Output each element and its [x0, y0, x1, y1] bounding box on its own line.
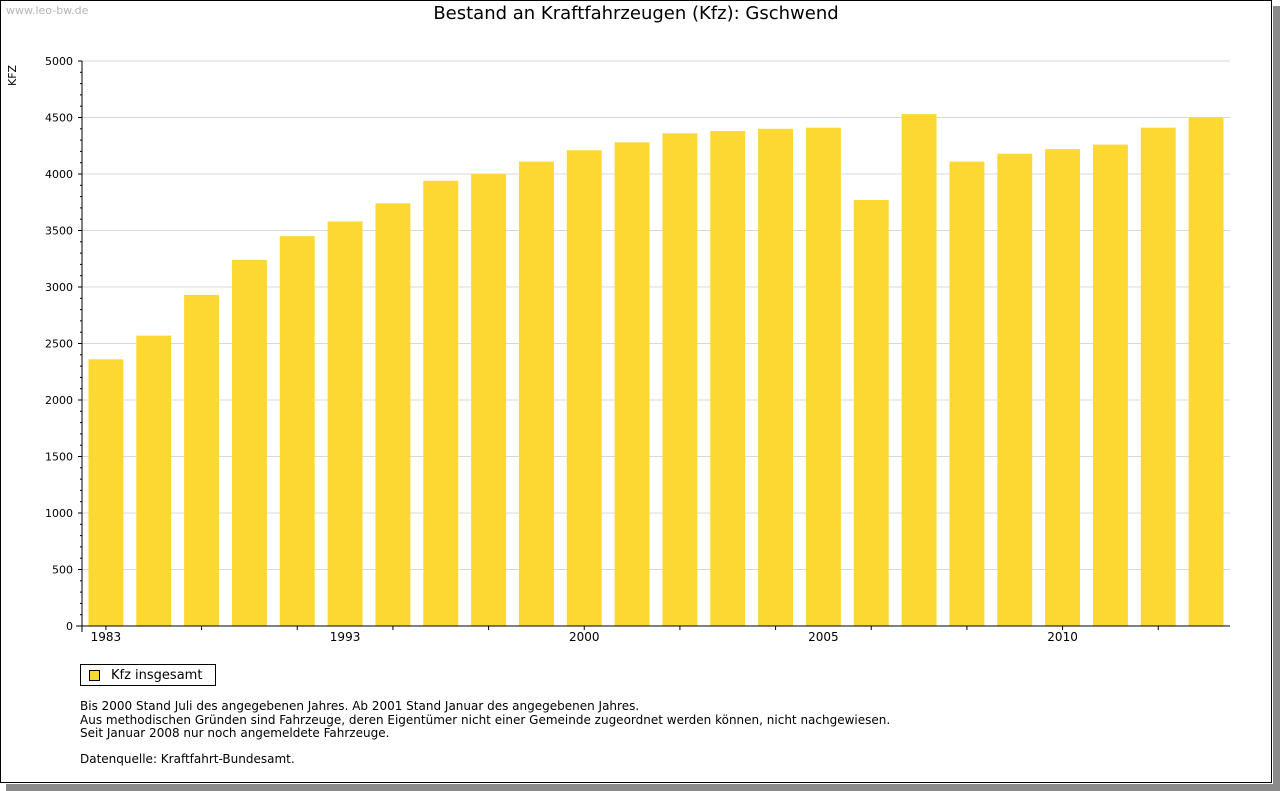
bar	[662, 133, 698, 626]
bar	[184, 294, 220, 626]
bar	[901, 114, 937, 627]
bar	[1092, 144, 1128, 626]
y-tick-label: 500	[52, 564, 73, 577]
y-tick-label: 2000	[45, 394, 73, 407]
bar	[1188, 117, 1224, 626]
bar	[518, 161, 554, 626]
bar	[1140, 127, 1176, 627]
frame-shadow-right	[1273, 6, 1280, 791]
bar	[88, 359, 124, 626]
y-tick-label: 4000	[45, 168, 73, 181]
y-tick-label: 5000	[45, 55, 73, 68]
legend-swatch	[89, 670, 100, 681]
bar	[949, 161, 985, 626]
bar	[279, 236, 315, 626]
bar-chart: 0 500 1000 1500 2000 2500 3000 3500 4000 4500 5000…	[45, 55, 1230, 644]
bar	[327, 221, 363, 626]
bar	[853, 199, 889, 627]
y-tick-label: 0	[66, 620, 73, 633]
bar	[1045, 149, 1081, 626]
x-tick-label: 2005	[808, 630, 839, 644]
bar	[614, 142, 650, 627]
legend-label: Kfz insgesamt	[111, 668, 203, 683]
bar	[136, 335, 172, 626]
bar	[423, 180, 459, 626]
footnote-line: Bis 2000 Stand Juli des angegebenen Jahr…	[80, 699, 640, 713]
y-tick-label: 2500	[45, 338, 73, 351]
x-tick-label: 1983	[91, 630, 122, 644]
legend: Kfz insgesamt	[80, 664, 216, 686]
watermark: www.leo-bw.de	[6, 4, 89, 17]
footnote-line: Seit Januar 2008 nur noch angemeldete Fa…	[80, 726, 390, 740]
y-tick-label: 3000	[45, 281, 73, 294]
y-tick-label: 1000	[45, 507, 73, 520]
frame-shadow-bottom	[6, 784, 1280, 791]
bar	[758, 128, 794, 627]
y-tick-label: 3500	[45, 225, 73, 238]
chart-title: Bestand an Kraftfahrzeugen (Kfz): Gschwe…	[433, 3, 839, 24]
footnote-line: Aus methodischen Gründen sind Fahrzeuge,…	[80, 712, 891, 727]
x-tick-label: 1993	[330, 630, 361, 644]
bar	[805, 127, 841, 627]
footnotes: Bis 2000 Stand Juli des angegebenen Jahr…	[80, 699, 891, 741]
x-tick-label: 2000	[569, 630, 600, 644]
bar	[566, 150, 602, 626]
bar	[710, 131, 746, 626]
data-source: Datenquelle: Kraftfahrt-Bundesamt.	[80, 752, 295, 766]
bar	[997, 153, 1033, 626]
y-tick-label: 4500	[45, 112, 73, 125]
x-tick-label: 2010	[1047, 630, 1078, 644]
bar	[375, 203, 411, 626]
y-tick-label: 1500	[45, 451, 73, 464]
bar	[471, 174, 507, 626]
bar	[231, 259, 267, 626]
